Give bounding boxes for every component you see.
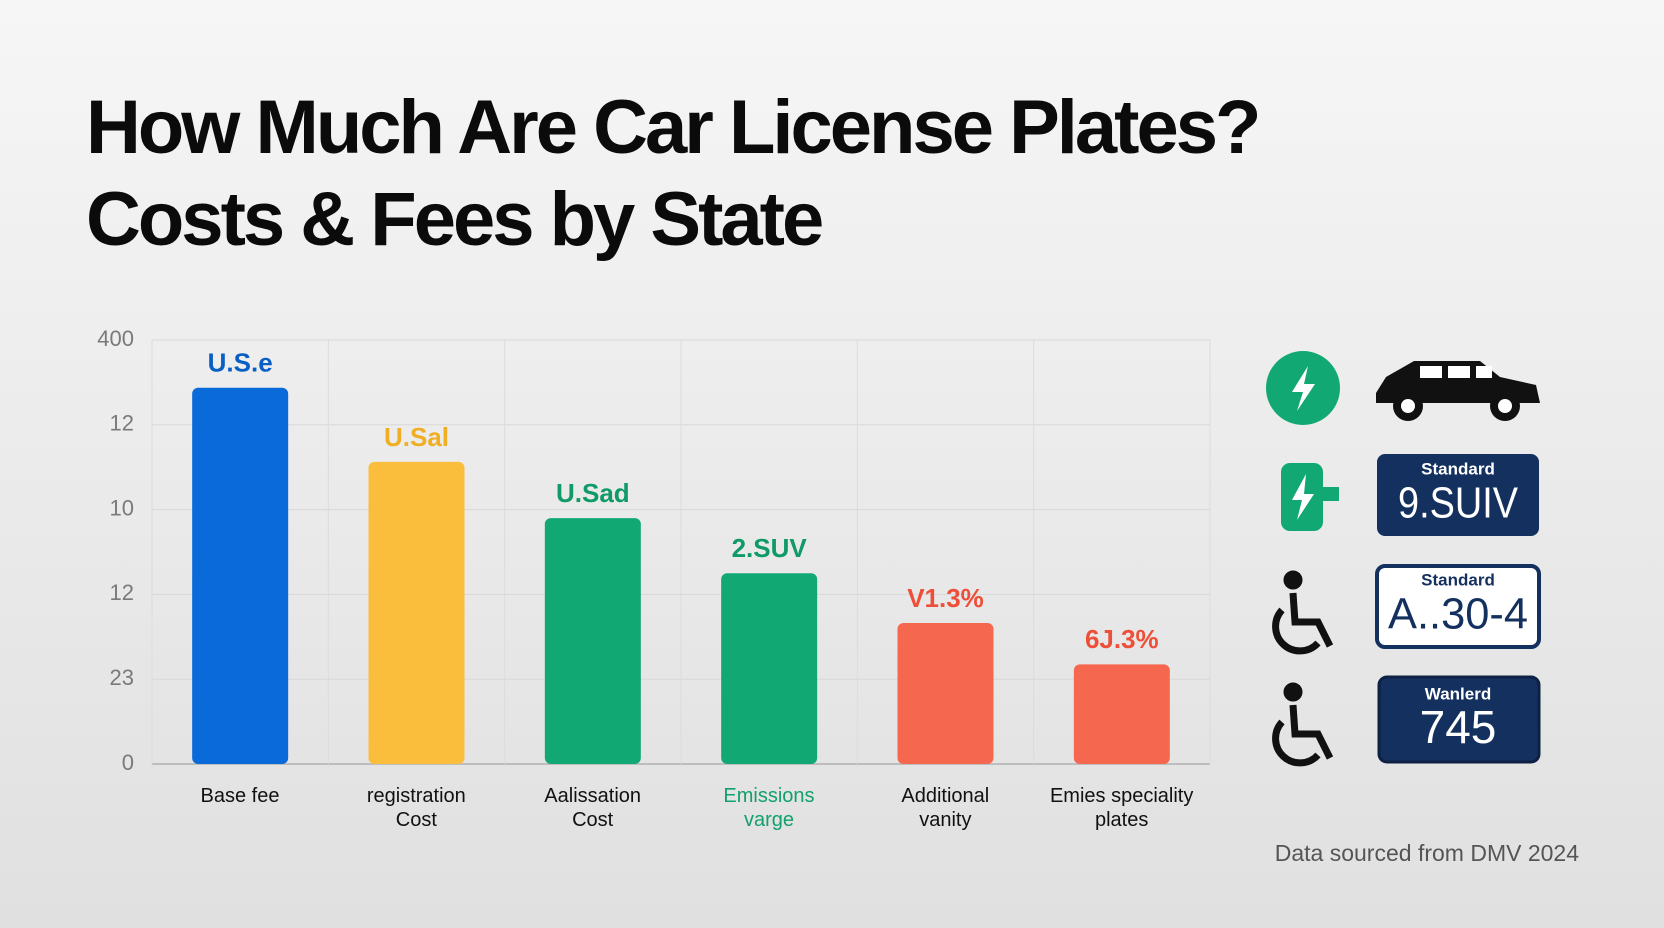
x-tick-label: Base fee <box>200 785 280 807</box>
plate-top: Wanlerd <box>1425 684 1491 703</box>
bar <box>721 573 818 764</box>
x-tick-label: Additional vanity <box>901 785 990 831</box>
plate-number: 745 <box>1420 701 1497 753</box>
value-label: 2.SUV <box>732 533 808 563</box>
plate-number: A..30-4 <box>1388 590 1528 639</box>
y-tick-label: 400 <box>97 326 134 351</box>
value-label: U.Sal <box>384 422 449 452</box>
plate-top: Standard <box>1421 459 1495 478</box>
y-tick-label: 12 <box>110 580 134 605</box>
bar <box>1073 664 1170 764</box>
x-tick-label: Aalissation Cost <box>544 785 642 831</box>
source-note: Data sourced from DMV 2024 <box>1274 840 1579 866</box>
x-tick-label: Emissions varge <box>723 785 815 831</box>
plate-top: Standard <box>1421 570 1495 589</box>
plate-number: 9.SUIV <box>1398 479 1519 528</box>
bar <box>897 623 994 764</box>
value-label: V1.3% <box>907 583 984 613</box>
y-tick-label: 23 <box>110 665 134 690</box>
x-tick-label: registration Cost <box>366 785 466 831</box>
x-tick-label: Emies speciality plates <box>1049 785 1194 831</box>
value-label: U.Sad <box>556 478 630 508</box>
y-tick-label: 12 <box>110 411 134 436</box>
y-tick-label: 0 <box>122 750 134 775</box>
bar <box>368 461 465 764</box>
bar <box>544 518 641 764</box>
y-tick-label: 10 <box>110 495 134 520</box>
value-label: U.S.e <box>208 348 273 378</box>
chart-title: How Much Are Car License Plates? Costs &… <box>86 85 1261 262</box>
value-label: 6J.3% <box>1085 624 1159 654</box>
bar <box>192 387 289 764</box>
icons <box>1266 351 1541 767</box>
